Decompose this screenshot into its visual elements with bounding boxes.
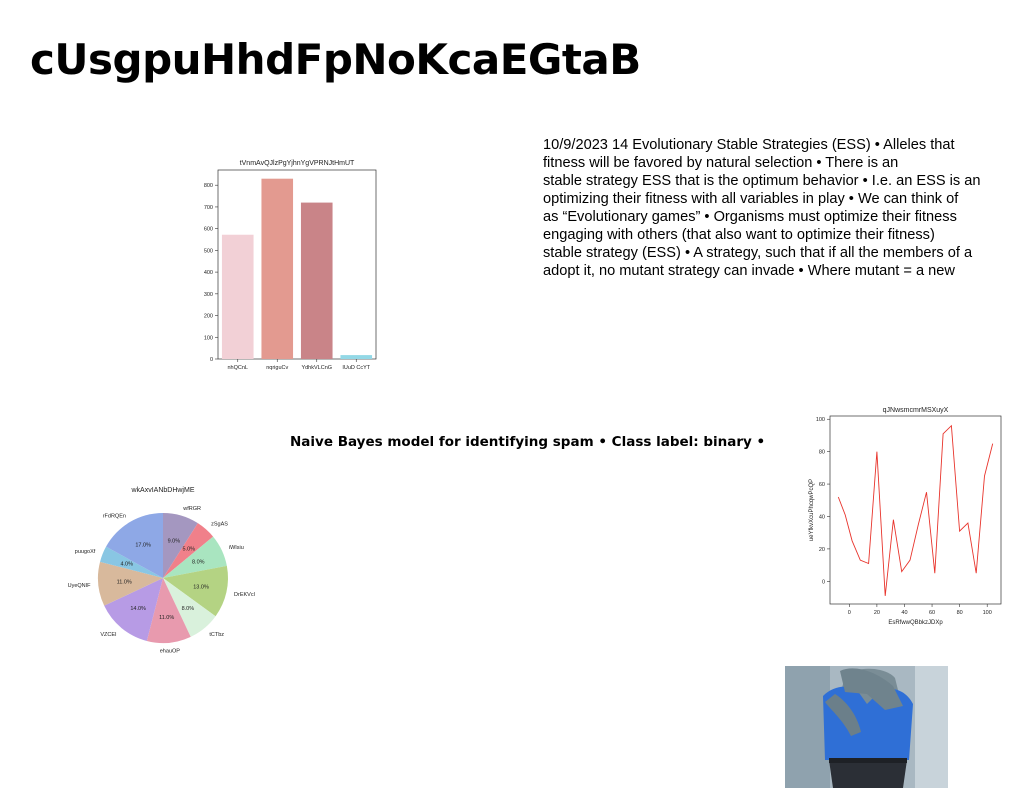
y-tick-label: 700: [204, 205, 213, 211]
pie-category-label: zSgAS: [211, 521, 228, 527]
body-paragraph: 10/9/2023 14 Evolutionary Stable Strateg…: [543, 136, 1021, 280]
pie-slice: [163, 536, 227, 578]
y-tick-label: 400: [204, 270, 213, 276]
pie-chart: wkAxvIANbDHwjME 9.0% wfRGR 5.0% zSgAS 8.0% iWI…: [56, 483, 266, 668]
pie-percent-label: 4.0%: [120, 562, 133, 568]
pie-percent-label: 5.0%: [183, 547, 196, 553]
pie-category-label: DrEKVcl: [234, 592, 255, 598]
pie-category-label: wfRGR: [182, 506, 201, 512]
y-tick-label: 20: [819, 547, 825, 553]
paragraph-line: optimizing their fitness with all variab…: [543, 191, 959, 207]
y-tick-label: 80: [819, 450, 825, 456]
pie-category-label: iWIsiu: [229, 545, 244, 551]
y-tick-label: 40: [819, 514, 825, 520]
photo-arm: [840, 668, 903, 710]
pie-slice: [146, 578, 191, 643]
paragraph-line: as “Evolutionary games” • Organisms must…: [543, 209, 957, 225]
photo-jeans: [829, 760, 907, 788]
x-tick-label: YdhkVLCnG: [301, 365, 332, 371]
pie-percent-label: 8.0%: [192, 559, 205, 565]
bar: [300, 202, 333, 359]
pie-slice: [163, 565, 228, 617]
y-tick-label: 0: [210, 357, 213, 363]
chart-title: qJNwsmcmrMSXuyX: [883, 407, 949, 414]
series-line: [837, 424, 994, 596]
x-tick-label: nhQCnL: [228, 365, 249, 371]
bar: [261, 178, 294, 359]
y-axis-label: ueYfkvXcuPhcqwPcQP: [809, 479, 815, 541]
chart-title: wkAxvIANbDHwjME: [130, 487, 194, 494]
photo-belt: [829, 758, 907, 763]
y-tick-label: 100: [816, 417, 825, 423]
paragraph-line: stable strategy ESS that is the optimum …: [543, 173, 981, 189]
pie-slice: [163, 578, 216, 637]
pie-percent-label: 9.0%: [168, 539, 181, 545]
pie-slice: [163, 523, 214, 578]
paragraph-line: stable strategy (ESS) • A strategy, such…: [543, 245, 973, 261]
chart-title: tVnmAvQJlzPgYjhnYgVPRNJtHmUT: [240, 160, 355, 167]
x-tick-label: 80: [957, 610, 963, 616]
pie-slice: [100, 546, 163, 578]
photo-arm: [825, 694, 861, 736]
photo-image: [785, 666, 948, 788]
y-tick-label: 300: [204, 292, 213, 298]
paragraph-line: fitness will be favored by natural selec…: [543, 155, 899, 171]
pie-slice: [106, 513, 163, 578]
plot-frame: [829, 415, 1002, 605]
x-tick-label: 0: [848, 610, 851, 616]
y-tick-label: 800: [204, 183, 213, 189]
photo-wall-shade: [785, 666, 830, 788]
pie-category-label: UyeQNIF: [68, 583, 92, 589]
pie-category-label: tCTbz: [209, 632, 224, 638]
bar-chart: tVnmAvQJlzPgYjhnYgVPRNJtHmUT 0 100 200 300 40…: [198, 155, 388, 375]
pie-slice: [98, 561, 163, 606]
line-chart: qJNwsmcmrMSXuyX 0 20 40 60 80 100 0 20 40 60 80 100 E…: [803, 402, 1013, 632]
pie-percent-label: 8.0%: [182, 606, 195, 612]
pie-slice: [163, 513, 198, 578]
x-tick-label: 60: [929, 610, 935, 616]
pie-category-label: puugoXf: [75, 549, 96, 555]
x-tick-label: 100: [983, 610, 992, 616]
x-tick-label: 20: [874, 610, 880, 616]
plot-frame: [217, 169, 377, 360]
y-tick-label: 60: [819, 482, 825, 488]
pie-category-label: ehauOP: [160, 648, 181, 654]
pie-percent-label: 11.0%: [117, 580, 132, 586]
pie-category-label: VZCEI: [100, 632, 117, 638]
paragraph-line: engaging with others (that also want to …: [543, 227, 935, 243]
y-tick-label: 200: [204, 314, 213, 320]
pie-percent-label: 14.0%: [130, 606, 146, 612]
bar: [340, 355, 373, 359]
y-tick-label: 600: [204, 227, 213, 233]
y-tick-label: 0: [822, 579, 825, 585]
pie-percent-label: 11.0%: [159, 615, 174, 621]
y-tick-label: 100: [204, 335, 213, 341]
x-tick-label: IUuD CcYT: [342, 365, 370, 371]
paragraph-line: adopt it, no mutant strategy can invade …: [543, 263, 955, 279]
pie-slice: [104, 578, 163, 641]
x-axis-label: EsRfwwQBbkzJDXp: [888, 620, 943, 626]
caption-text: Naive Bayes model for identifying spam •…: [290, 434, 766, 450]
pie-percent-label: 13.0%: [193, 585, 209, 591]
x-tick-label: 40: [901, 610, 907, 616]
bar: [221, 234, 254, 359]
paragraph-line: 10/9/2023 14 Evolutionary Stable Strateg…: [543, 137, 955, 153]
x-tick-label: nqriguCv: [266, 365, 288, 371]
y-tick-label: 500: [204, 248, 213, 254]
page-title: cUsgpuHhdFpNoKcaEGtaB: [30, 35, 641, 84]
pie-category-label: rFdRQEn: [103, 513, 126, 519]
photo-wall-shade: [915, 666, 948, 788]
pie-percent-label: 17.0%: [135, 542, 151, 548]
